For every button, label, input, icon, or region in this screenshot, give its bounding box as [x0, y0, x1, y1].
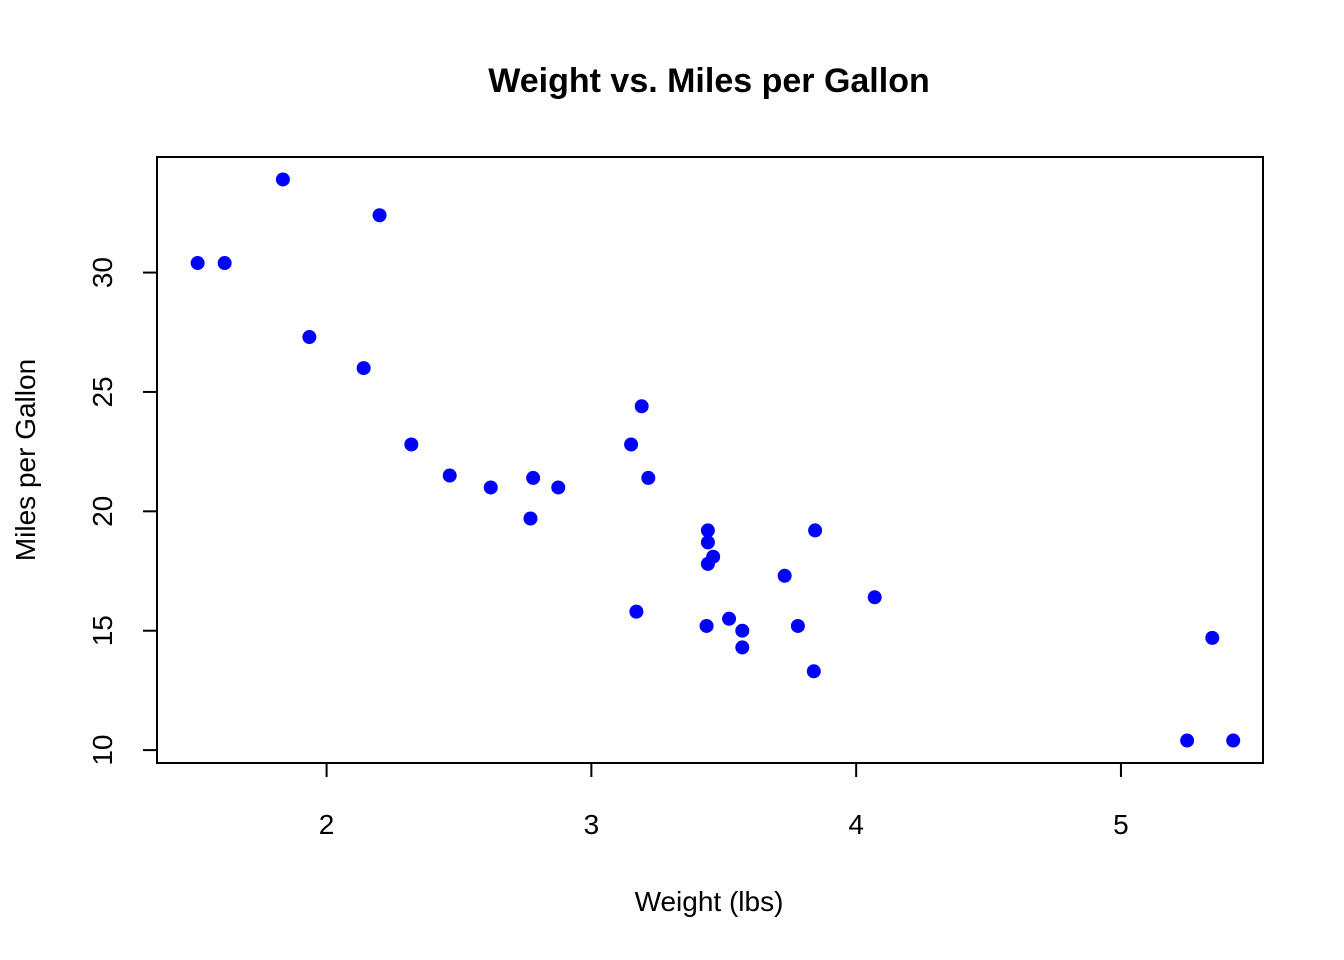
data-point [483, 480, 498, 495]
x-tick-label: 3 [584, 809, 600, 840]
data-point [700, 535, 715, 550]
data-point [641, 470, 656, 485]
data-point [735, 640, 750, 655]
chart-title: Weight vs. Miles per Gallon [488, 62, 929, 100]
y-tick-label: 30 [87, 257, 118, 288]
data-point [526, 470, 541, 485]
plot-frame [156, 156, 1264, 764]
data-point [777, 568, 792, 583]
y-tick-label: 10 [87, 735, 118, 766]
data-point [700, 523, 715, 538]
y-tick-label: 20 [87, 496, 118, 527]
data-point [217, 256, 232, 271]
x-axis-label: Weight (lbs) [635, 886, 784, 917]
x-tick-label: 5 [1113, 809, 1129, 840]
data-point [372, 208, 387, 223]
data-point [356, 361, 371, 376]
data-points [190, 172, 1241, 748]
data-point [634, 399, 649, 414]
data-point [629, 604, 644, 619]
data-point [700, 556, 715, 571]
data-point [735, 623, 750, 638]
data-point [808, 523, 823, 538]
x-tick-label: 2 [319, 809, 335, 840]
data-point [790, 618, 805, 633]
data-point [867, 590, 882, 605]
data-point [404, 437, 419, 452]
data-point [699, 618, 714, 633]
data-point [1180, 733, 1195, 748]
data-point [551, 480, 566, 495]
y-tick-label: 25 [87, 376, 118, 407]
y-axis-label: Miles per Gallon [10, 359, 41, 561]
data-point [523, 511, 538, 526]
data-point [722, 611, 737, 626]
y-tick-label: 15 [87, 615, 118, 646]
y-axis: 10 15 20 25 30 [87, 257, 158, 766]
x-tick-label: 4 [848, 809, 864, 840]
data-point [624, 437, 639, 452]
data-point [190, 256, 205, 271]
data-point [1205, 630, 1220, 645]
data-point [302, 330, 317, 345]
data-point [275, 172, 290, 187]
data-point [442, 468, 457, 483]
data-point [806, 664, 821, 679]
x-axis: 2 3 4 5 [319, 762, 1129, 840]
data-point [1226, 733, 1241, 748]
